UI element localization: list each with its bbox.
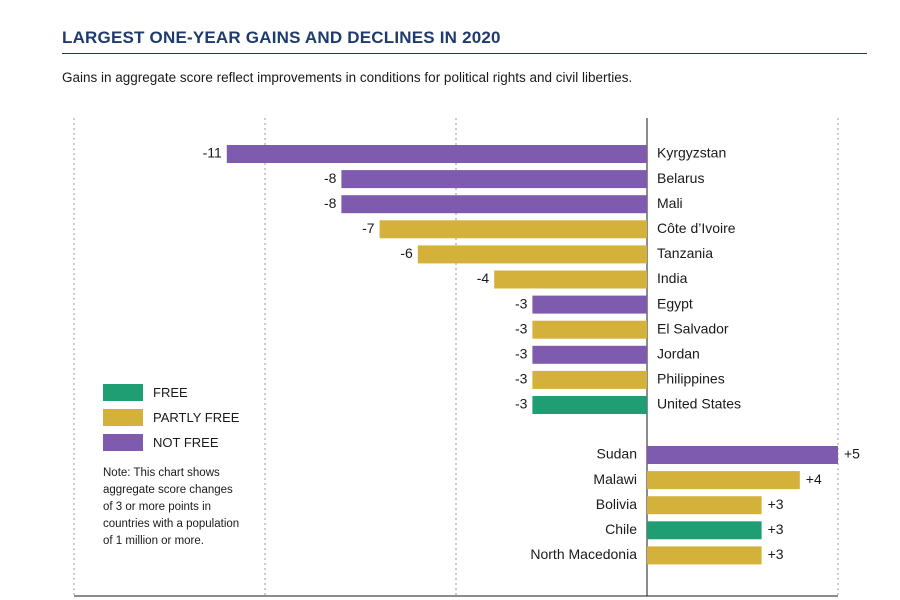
- category-label: Jordan: [657, 346, 700, 362]
- legend-item-not-free: NOT FREE: [103, 430, 239, 455]
- bar-value-label: -3: [515, 295, 528, 311]
- category-label: United States: [657, 396, 741, 412]
- bar: [341, 195, 647, 214]
- legend-item-free: FREE: [103, 380, 239, 405]
- bar: [532, 396, 647, 414]
- legend-label-not-free: NOT FREE: [153, 435, 219, 450]
- bar-value-label: +5: [844, 446, 860, 462]
- bar-value-label: +3: [768, 496, 784, 512]
- bar: [647, 521, 762, 540]
- bar: [417, 245, 647, 264]
- category-label: Tanzania: [657, 245, 713, 261]
- chart-note: Note: This chart shows aggregate score c…: [103, 467, 240, 547]
- bar: [647, 471, 800, 490]
- category-label: Mali: [657, 195, 683, 211]
- bar-value-label: -11: [203, 145, 222, 161]
- legend-label-partly-free: PARTLY FREE: [153, 410, 240, 425]
- category-label: Philippines: [657, 371, 725, 387]
- category-label: Bolivia: [596, 496, 637, 512]
- legend-swatch-partly-free: [103, 409, 143, 426]
- bar-value-label: -8: [324, 170, 337, 186]
- category-label: Malawi: [593, 471, 637, 487]
- bar-value-label: -8: [324, 195, 337, 211]
- bar: [532, 295, 647, 314]
- chart-subtitle: Gains in aggregate score reflect improve…: [62, 70, 633, 85]
- bar-value-label: -3: [515, 371, 528, 387]
- bar: [532, 370, 647, 389]
- bar: [532, 320, 647, 339]
- bar-value-label: -4: [477, 270, 490, 286]
- bar-value-label: +4: [806, 471, 822, 487]
- category-label: Chile: [605, 521, 637, 537]
- bar: [341, 170, 647, 189]
- bar: [647, 496, 762, 515]
- bar: [532, 345, 647, 364]
- bar: [647, 446, 838, 464]
- legend-label-free: FREE: [153, 385, 188, 400]
- bar: [494, 270, 647, 289]
- legend-swatch-not-free: [103, 434, 143, 451]
- bar-value-label: -7: [362, 220, 375, 236]
- legend-item-partly-free: PARTLY FREE: [103, 405, 239, 430]
- category-label: India: [657, 270, 688, 286]
- bar-value-label: -3: [515, 346, 528, 362]
- bar-value-label: +3: [768, 521, 784, 537]
- bar: [226, 145, 648, 163]
- category-label: Sudan: [597, 446, 637, 462]
- category-label: El Salvador: [657, 320, 729, 336]
- bar-value-label: -6: [400, 245, 413, 261]
- chart-title: LARGEST ONE-YEAR GAINS AND DECLINES IN 2…: [62, 28, 501, 47]
- title-rule: [62, 53, 867, 54]
- category-label: Egypt: [657, 295, 693, 311]
- legend-swatch-free: [103, 384, 143, 401]
- category-label: Kyrgyzstan: [657, 145, 726, 161]
- bar: [647, 546, 762, 565]
- category-label: North Macedonia: [530, 546, 637, 562]
- bar-value-label: -3: [515, 396, 528, 412]
- bar-value-label: +3: [768, 546, 784, 562]
- category-label: Belarus: [657, 170, 704, 186]
- category-label: Côte d’Ivoire: [657, 220, 736, 236]
- bar-value-label: -3: [515, 320, 528, 336]
- legend: FREE PARTLY FREE NOT FREE: [103, 380, 239, 455]
- bar: [379, 220, 647, 239]
